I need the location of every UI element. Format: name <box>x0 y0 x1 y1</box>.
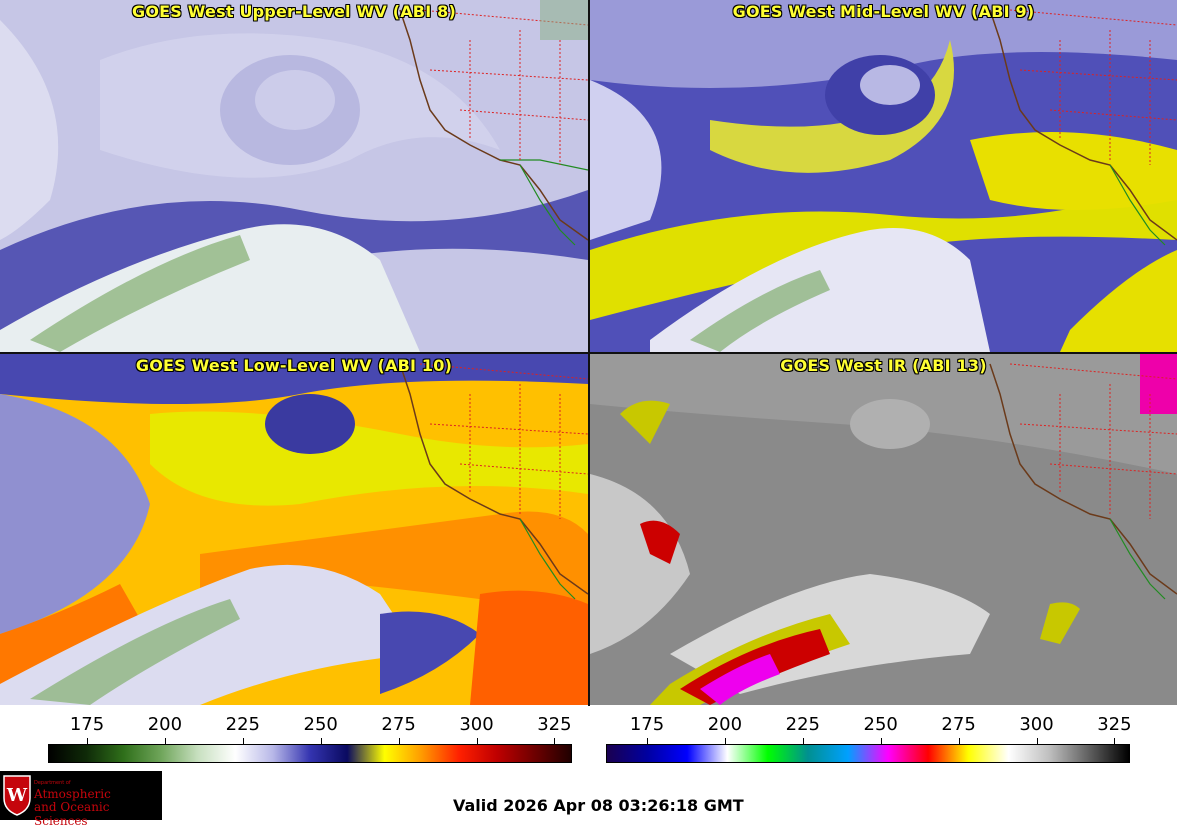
colorbar-tick-label: 225 <box>785 714 820 735</box>
wv-colorbar: 175 200 225 250 275 300 325 <box>48 714 572 764</box>
colorbar-tick-label: 300 <box>1019 714 1054 735</box>
wv-colorbar-gradient <box>48 744 572 763</box>
crest-letter: W <box>6 785 28 806</box>
colorbar-tick-label: 175 <box>69 714 105 735</box>
colorbar-tick <box>1036 738 1038 744</box>
colorbar-tick-label: 325 <box>537 714 572 735</box>
ir-colorbar-gradient <box>606 744 1130 763</box>
colorbar-tick-label: 300 <box>459 714 494 735</box>
colorbar-tick-label: 200 <box>147 714 183 735</box>
colorbar-tick <box>1114 738 1116 744</box>
colorbar-tick <box>164 738 166 744</box>
colorbar-tick <box>398 738 400 744</box>
uw-crest-icon: W <box>3 775 31 816</box>
mid-level-wv-image <box>590 0 1177 352</box>
ir-panel: GOES West IR (ABI 13) <box>590 354 1177 705</box>
ir-colorbar-tick-labels: 175 200 225 250 275 300 325 <box>606 714 1132 744</box>
upper-level-wv-title: GOES West Upper-Level WV (ABI 8) <box>132 2 456 21</box>
colorbar-tick <box>242 738 244 744</box>
mid-level-wv-panel: GOES West Mid-Level WV (ABI 9) <box>590 0 1177 352</box>
low-level-wv-image <box>0 354 588 705</box>
colorbar-tick-label: 250 <box>863 714 898 735</box>
colorbar-tick <box>647 738 648 744</box>
colorbar-tick-label: 200 <box>707 714 743 735</box>
colorbar-tick-label: 275 <box>381 714 416 735</box>
colorbar-tick <box>320 738 322 744</box>
upper-level-wv-panel: GOES West Upper-Level WV (ABI 8) <box>0 0 588 352</box>
ir-image <box>590 354 1177 705</box>
colorbar-tick <box>87 738 88 744</box>
ir-title: GOES West IR (ABI 13) <box>780 356 987 375</box>
valid-time: Valid 2026 Apr 08 03:26:18 GMT <box>453 796 744 815</box>
ir-colorbar: 175 200 225 250 275 300 325 <box>606 714 1132 764</box>
logo-dept-text: Department of <box>34 780 71 786</box>
colorbar-tick <box>880 738 882 744</box>
colorbar-tick-label: 250 <box>303 714 338 735</box>
colorbar-tick <box>802 738 804 744</box>
colorbar-tick-label: 275 <box>941 714 976 735</box>
colorbar-tick-label: 175 <box>629 714 665 735</box>
low-level-wv-panel: GOES West Low-Level WV (ABI 10) <box>0 354 588 705</box>
logo-line1: Atmospheric <box>34 787 111 801</box>
low-level-wv-title: GOES West Low-Level WV (ABI 10) <box>135 356 453 375</box>
colorbar-tick-label: 225 <box>225 714 260 735</box>
colorbar-tick <box>724 738 726 744</box>
mid-level-wv-title: GOES West Mid-Level WV (ABI 9) <box>732 2 1035 21</box>
horizontal-divider <box>0 352 1177 354</box>
colorbar-tick <box>958 738 960 744</box>
colorbar-tick <box>476 738 478 744</box>
colorbar-tick <box>554 738 556 744</box>
logo-line2: and Oceanic Sciences <box>34 800 110 828</box>
wv-colorbar-tick-labels: 175 200 225 250 275 300 325 <box>48 714 572 744</box>
upper-level-wv-image <box>0 0 588 352</box>
colorbar-tick-label: 325 <box>1097 714 1132 735</box>
aos-logo[interactable]: W Department of Atmospheric and Oceanic … <box>0 771 162 828</box>
